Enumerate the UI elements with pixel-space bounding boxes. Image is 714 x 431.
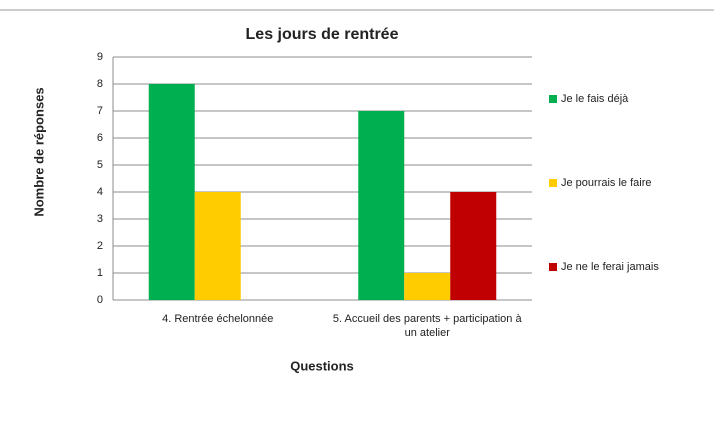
bar	[148, 84, 195, 300]
x-tick-label: 4. Rentrée échelonnée	[162, 313, 273, 325]
legend-swatch	[549, 263, 557, 271]
legend-swatch	[549, 95, 557, 103]
y-tick-label: 2	[97, 240, 103, 252]
y-tick-label: 1	[97, 267, 103, 279]
legend-label: Je pourrais le faire	[561, 177, 652, 189]
bar	[194, 192, 241, 300]
x-axis-label: Questions	[290, 358, 354, 373]
legend-swatch	[549, 179, 557, 187]
x-tick-label: 5. Accueil des parents + participation à…	[333, 313, 523, 339]
chart-title: Les jours de rentrée	[246, 26, 399, 43]
y-tick-label: 0	[97, 294, 103, 306]
bar	[358, 111, 405, 300]
bar	[404, 273, 451, 300]
legend-label: Je le fais déjà	[561, 93, 629, 105]
y-axis-label: Nombre de réponses	[31, 87, 46, 216]
y-tick-label: 3	[97, 213, 103, 225]
y-tick-label: 5	[97, 159, 103, 171]
y-tick-label: 4	[97, 186, 103, 198]
legend-label: Je ne le ferai jamais	[561, 261, 659, 273]
y-tick-label: 9	[97, 51, 103, 63]
y-tick-label: 8	[97, 78, 103, 90]
y-tick-label: 7	[97, 105, 103, 117]
bar	[450, 192, 497, 300]
y-tick-label: 6	[97, 132, 103, 144]
